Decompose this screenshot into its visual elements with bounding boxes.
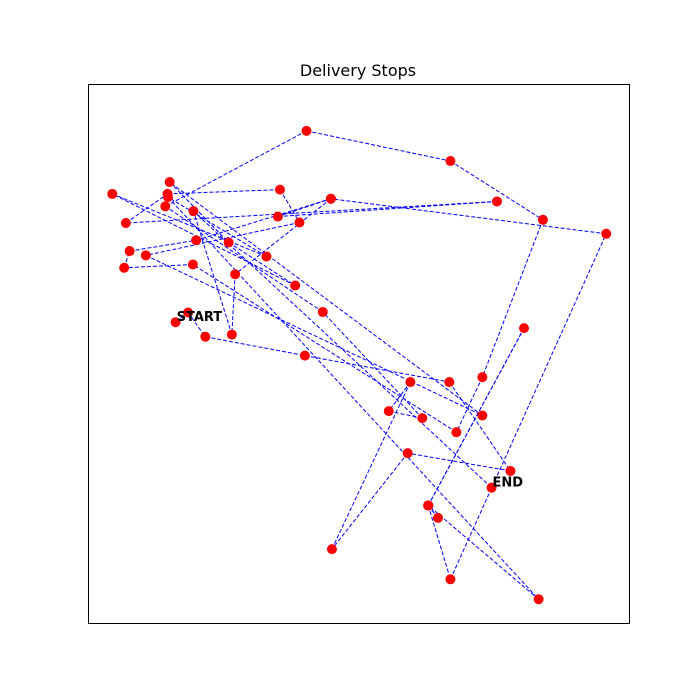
route-segment bbox=[145, 254, 483, 416]
stop-point bbox=[200, 331, 211, 342]
stop-point bbox=[505, 465, 516, 476]
stop-point bbox=[301, 125, 312, 136]
route-segment bbox=[192, 211, 233, 335]
stop-point bbox=[383, 406, 394, 417]
stop-point bbox=[188, 206, 199, 217]
route-segment bbox=[427, 505, 539, 600]
stop-point bbox=[317, 306, 328, 317]
stop-point bbox=[163, 192, 174, 203]
route-segment bbox=[167, 196, 267, 257]
route-segment bbox=[304, 355, 450, 383]
route-segment bbox=[167, 196, 539, 600]
stop-point bbox=[187, 259, 198, 270]
stop-point bbox=[124, 246, 135, 257]
route-segment bbox=[231, 274, 236, 335]
route-segment bbox=[306, 130, 451, 162]
stop-point bbox=[230, 269, 241, 280]
start-label: START bbox=[177, 310, 223, 325]
route-segment bbox=[193, 210, 492, 489]
stop-point bbox=[170, 317, 181, 328]
stop-point bbox=[326, 544, 337, 555]
stop-point bbox=[275, 184, 286, 195]
route-segment bbox=[234, 198, 332, 275]
stop-point bbox=[533, 594, 544, 605]
route-segment bbox=[331, 381, 411, 550]
stop-point bbox=[405, 377, 416, 388]
stop-point bbox=[519, 323, 530, 334]
stop-point bbox=[451, 427, 462, 438]
stop-point bbox=[402, 448, 413, 459]
route-segment bbox=[165, 205, 324, 313]
stop-point bbox=[140, 250, 151, 261]
route-segment bbox=[169, 181, 483, 416]
route-segment bbox=[331, 452, 409, 550]
route-labels: START END bbox=[177, 310, 524, 490]
stop-point bbox=[445, 156, 456, 167]
stop-point bbox=[107, 188, 118, 199]
route-segment bbox=[129, 239, 197, 252]
stop-point bbox=[183, 307, 194, 318]
stop-point bbox=[417, 413, 428, 424]
stop-point bbox=[226, 329, 237, 340]
stop-point bbox=[477, 372, 488, 383]
route-segment bbox=[279, 189, 300, 223]
route-segment bbox=[169, 181, 229, 243]
route-segment bbox=[481, 219, 544, 378]
route-segment bbox=[427, 327, 525, 506]
route-segment bbox=[322, 311, 423, 419]
route-segment bbox=[330, 198, 607, 235]
route-segment bbox=[112, 193, 267, 257]
stop-point bbox=[477, 410, 488, 421]
stop-point bbox=[119, 262, 130, 273]
stop-point bbox=[164, 177, 175, 188]
stop-point bbox=[486, 482, 497, 493]
plot-frame bbox=[88, 84, 630, 624]
route-segment bbox=[167, 189, 281, 195]
stop-point bbox=[120, 218, 131, 229]
route-segment bbox=[125, 193, 168, 224]
route-segment bbox=[125, 200, 497, 224]
stop-point bbox=[160, 201, 171, 212]
end-label: END bbox=[493, 476, 524, 491]
route-segment bbox=[407, 452, 511, 472]
route-segment bbox=[449, 233, 607, 580]
route-segment bbox=[455, 376, 483, 433]
stop-point bbox=[491, 196, 502, 207]
route-segment bbox=[427, 327, 525, 506]
stop-point bbox=[294, 217, 305, 228]
stop-point bbox=[445, 574, 456, 585]
stop-point bbox=[290, 280, 301, 291]
route-segment bbox=[192, 264, 457, 433]
route-segment bbox=[277, 198, 332, 218]
chart-title: Delivery Stops bbox=[300, 61, 416, 80]
route-segment bbox=[450, 160, 544, 221]
stop-point bbox=[601, 228, 612, 239]
stop-point bbox=[444, 377, 455, 388]
stop-point bbox=[325, 193, 336, 204]
stop-point bbox=[191, 235, 202, 246]
delivery-stops bbox=[107, 125, 612, 605]
route-segment bbox=[124, 264, 193, 269]
stop-point bbox=[261, 251, 272, 262]
route-segment bbox=[165, 130, 307, 207]
stop-point bbox=[537, 214, 548, 225]
route-segment bbox=[145, 221, 300, 256]
stop-point bbox=[299, 350, 310, 361]
route-lines bbox=[112, 130, 607, 600]
stop-point bbox=[223, 237, 234, 248]
route-segment bbox=[205, 336, 305, 357]
route-segment bbox=[196, 198, 332, 241]
stop-point bbox=[432, 512, 443, 523]
stop-point bbox=[272, 211, 283, 222]
route-segment bbox=[427, 505, 451, 580]
route-segment bbox=[112, 193, 296, 286]
route-segment bbox=[228, 242, 296, 286]
stop-point bbox=[423, 500, 434, 511]
